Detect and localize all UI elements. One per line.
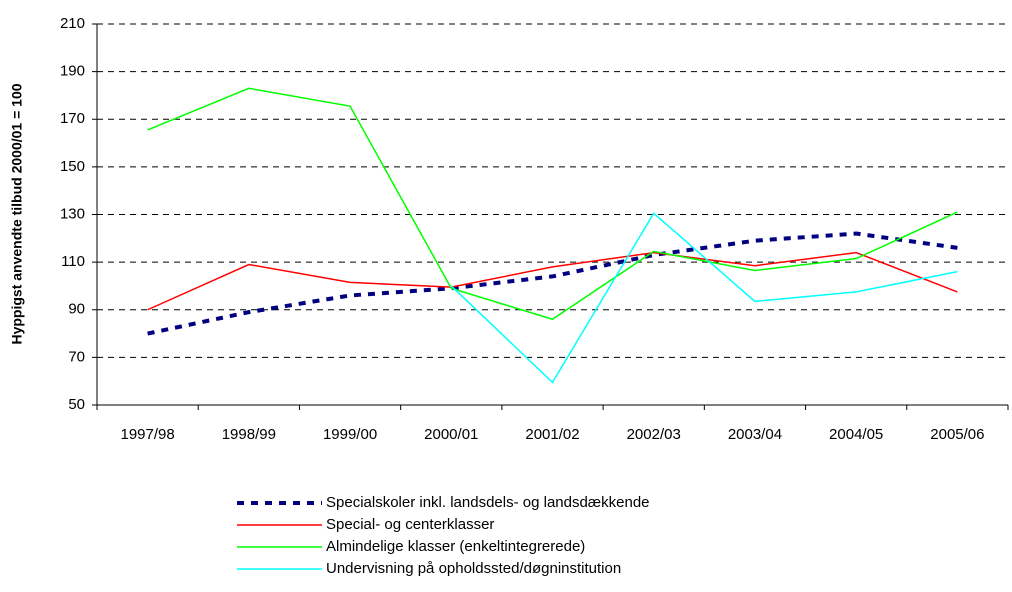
y-tick-label: 90 [68,301,85,318]
x-tick-label: 1998/99 [222,426,276,443]
y-tick-label: 50 [68,396,85,413]
y-tick-label: 130 [60,205,85,222]
x-tick-label: 1997/98 [120,426,174,443]
x-tick-label: 2000/01 [424,426,478,443]
series-line [450,212,958,384]
legend-label: Undervisning på opholdssted/døgninstitut… [326,560,621,577]
series-line [147,231,958,336]
y-tick-label: 150 [60,158,85,175]
series-line [147,251,958,311]
legend-label: Specialskoler inkl. landsdels- og landsd… [326,494,650,511]
x-tick-label: 1999/00 [323,426,377,443]
x-tick-label: 2005/06 [930,426,984,443]
legend-label: Special- og centerklasser [326,516,494,533]
y-tick-label: 210 [60,15,85,32]
legend-label: Almindelige klasser (enkeltintegrerede) [326,538,585,555]
y-tick-label: 190 [60,63,85,80]
y-tick-label: 70 [68,348,85,365]
x-tick-label: 2002/03 [627,426,681,443]
y-tick-label: 110 [61,253,85,270]
y-axis-label: Hyppigst anvendte tilbud 2000/01 = 100 [9,83,25,344]
x-tick-label: 2001/02 [525,426,579,443]
series-line [147,87,958,321]
y-tick-label: 170 [60,110,85,127]
x-tick-label: 2004/05 [829,426,883,443]
x-tick-label: 2003/04 [728,426,782,443]
